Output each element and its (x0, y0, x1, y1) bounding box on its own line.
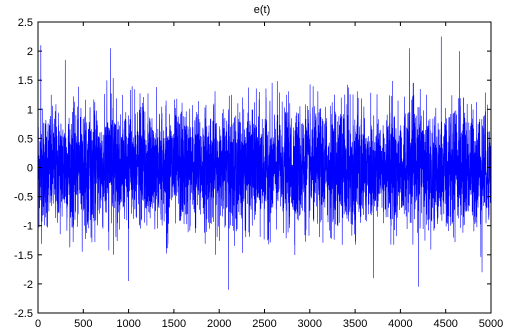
axes: 0 500 1000 1500 2000 2500 3000 3500 4000 4500 5000… (14, 17, 503, 330)
y-tick-label: 1.5 (18, 75, 33, 87)
y-tick-label: 1 (27, 104, 33, 116)
y-tick-label: -2.5 (14, 308, 33, 320)
x-tick-label: 5000 (479, 318, 503, 330)
chart-title: e(t) (254, 4, 271, 16)
x-tick-label: 1500 (162, 318, 186, 330)
x-tick-label: 3000 (298, 318, 322, 330)
x-tick-label: 4500 (433, 318, 457, 330)
y-tick-label: -2 (23, 279, 33, 291)
y-tick-label: 0 (27, 163, 33, 175)
y-tick-label: -0.5 (14, 192, 33, 204)
x-tick-label: 1000 (116, 318, 140, 330)
x-tick-label: 4000 (388, 318, 412, 330)
y-tick-label: -1.5 (14, 250, 33, 262)
x-tick-label: 3500 (343, 318, 367, 330)
x-tick-label: 2500 (252, 318, 276, 330)
y-tick-label: -1 (23, 221, 33, 233)
y-tick-label: 2 (27, 46, 33, 58)
series-line (38, 36, 491, 290)
x-tick-label: 2000 (207, 318, 231, 330)
plot-area (38, 36, 491, 290)
y-tick-label: 2.5 (18, 17, 33, 29)
x-tick-label: 0 (35, 318, 41, 330)
x-tick-label: 500 (74, 318, 92, 330)
y-tick-label: 0.5 (18, 133, 33, 145)
